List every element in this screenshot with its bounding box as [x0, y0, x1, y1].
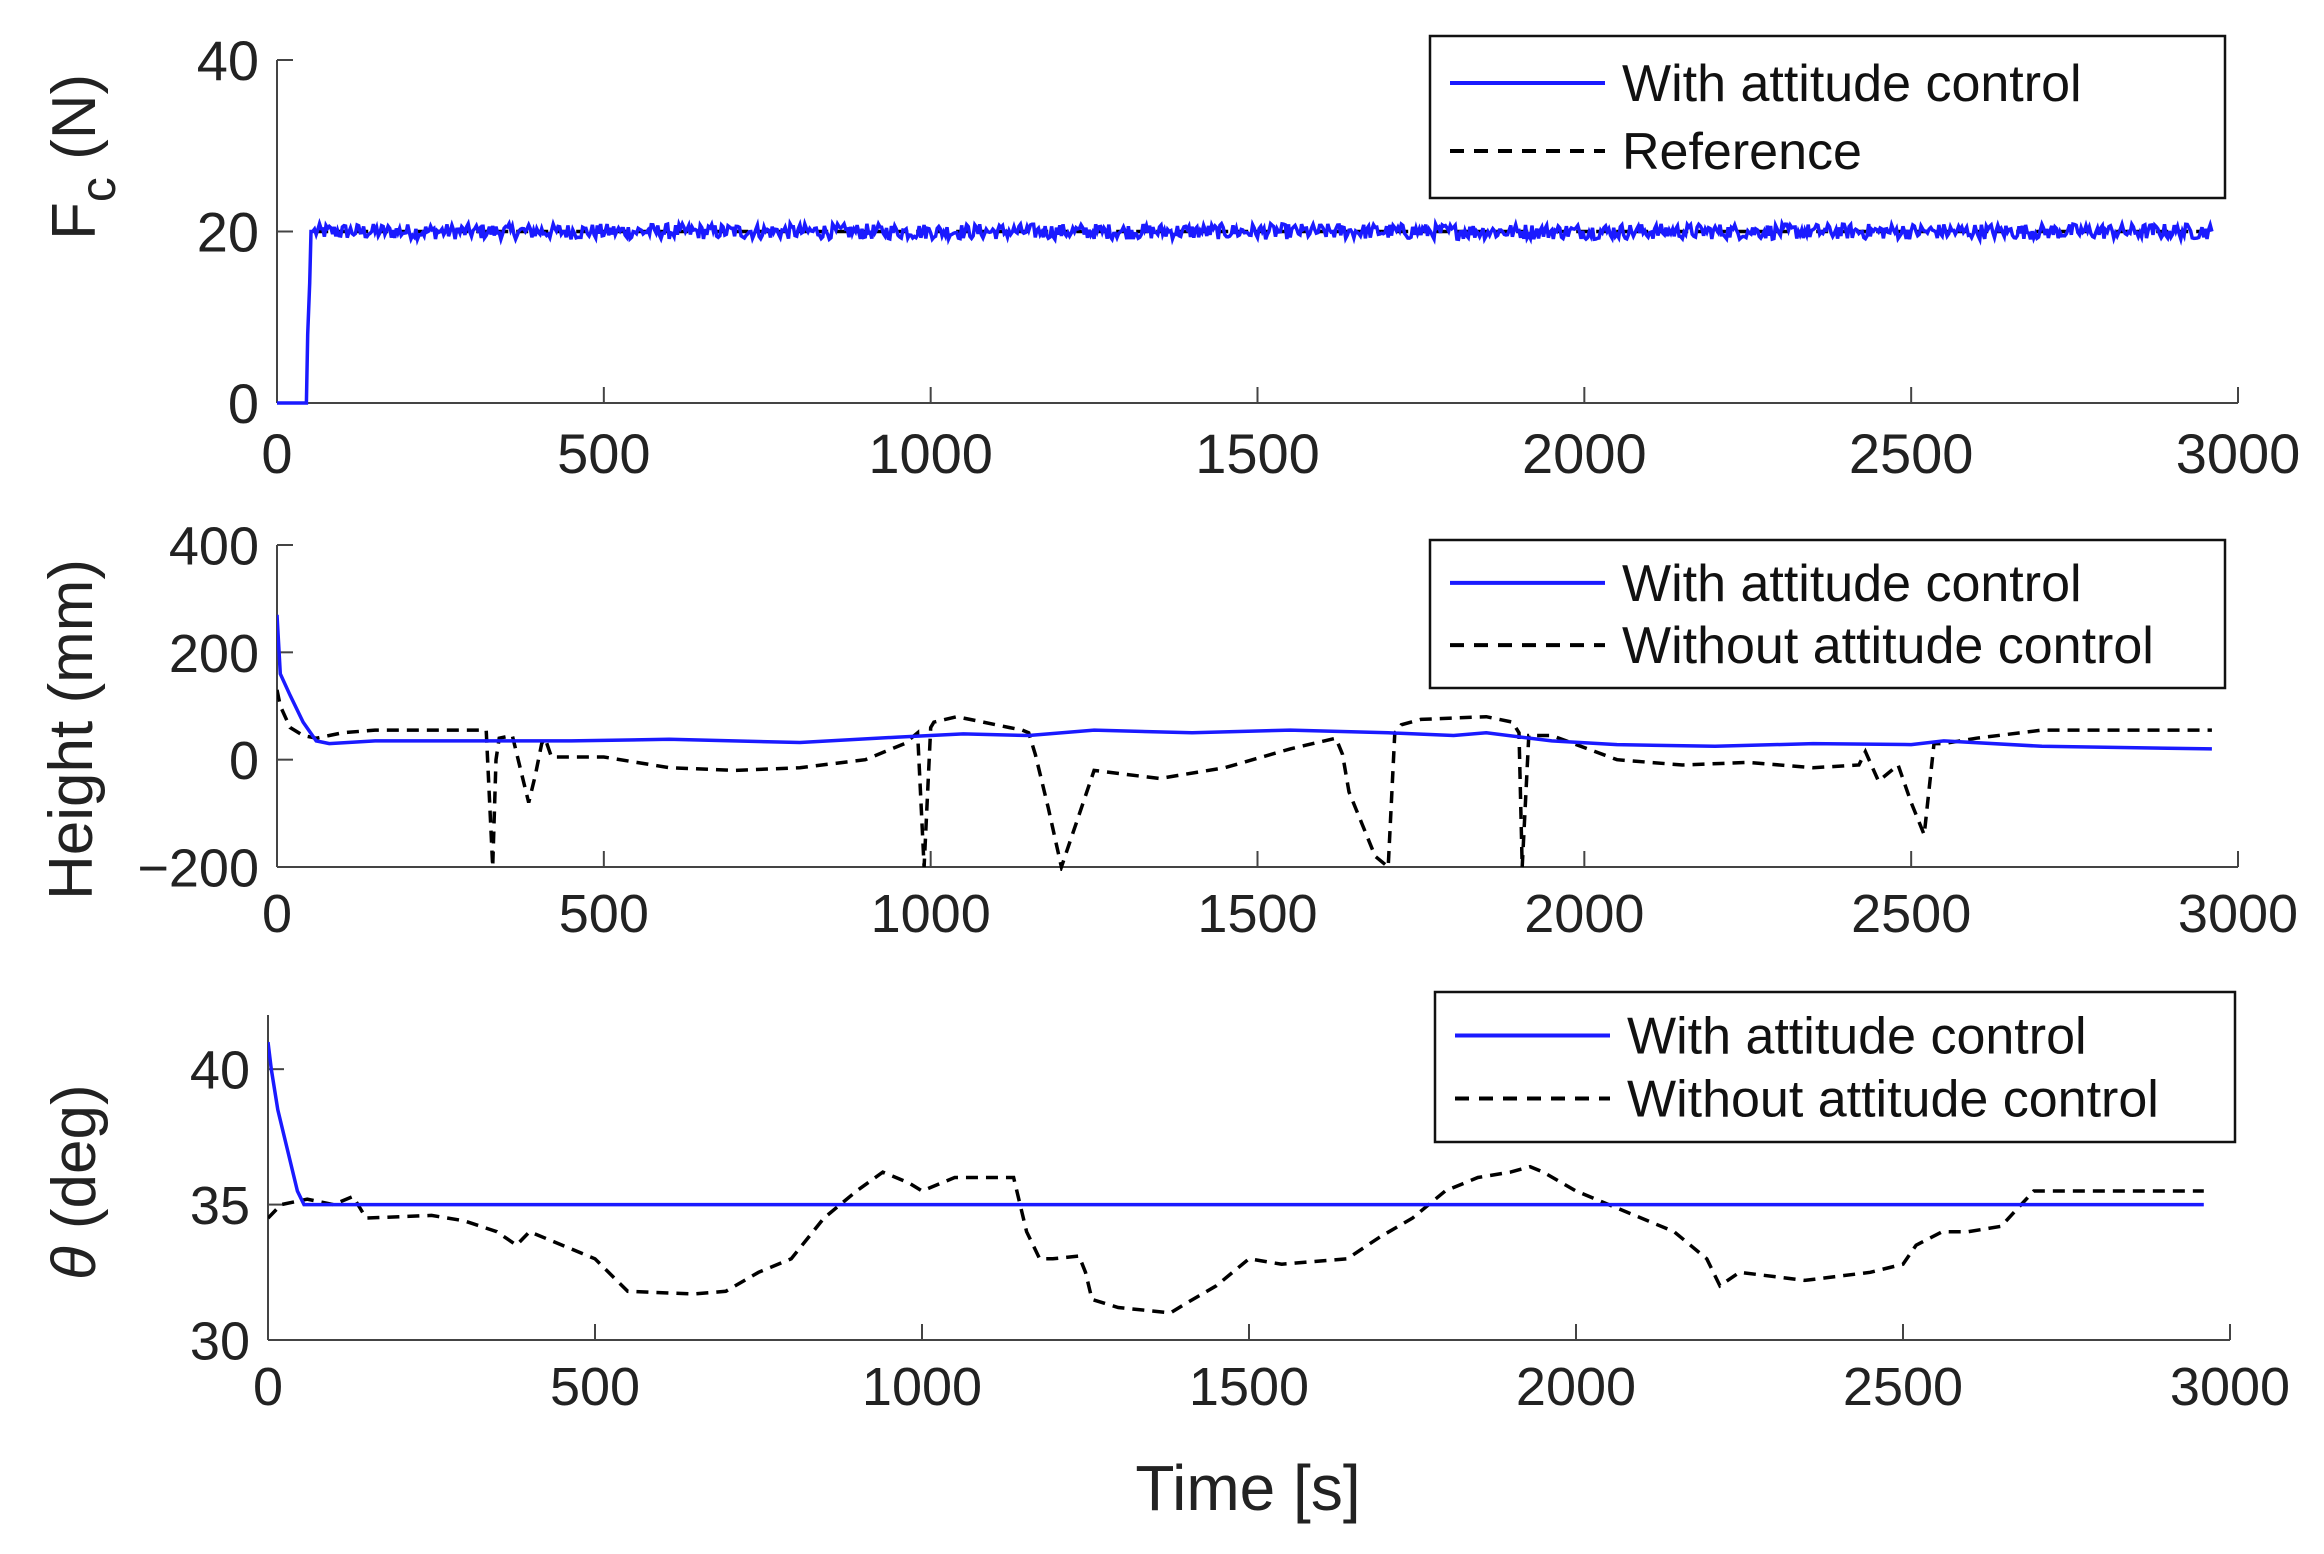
theta-panel: 0 500 1000 1500 2000 2500 3000 30 35 40 With attit… [190, 990, 2290, 1417]
height-ytick-label: 200 [169, 624, 259, 684]
height-xtick-label: 500 [559, 884, 649, 944]
force-series-with-attitude-control-line [277, 217, 2214, 405]
theta-ytick-label: 40 [190, 1041, 250, 1101]
theta-ytick-label: 30 [190, 1311, 250, 1371]
time-xlabel: Time [s] [1135, 1452, 1360, 1524]
force-ytick-label: 40 [197, 29, 259, 92]
height-ylabel: Height (mm) [37, 559, 106, 900]
force-legend-box [1428, 34, 2227, 200]
height-xtick-label: 0 [262, 884, 292, 944]
theta-xtick-label: 2000 [1516, 1357, 1636, 1417]
theta-xtick-label: 500 [550, 1357, 640, 1417]
theta-xtick-label: 1000 [862, 1357, 982, 1417]
theta-legend-label: Without attitude control [1627, 1071, 2159, 1129]
force-xtick-label: 1500 [1195, 422, 1320, 485]
theta-series-with-attitude-control-line [268, 1041, 2204, 1207]
height-legend-box [1428, 538, 2227, 690]
height-ytick-label: −200 [137, 838, 259, 898]
force-ytick-label: 20 [197, 201, 259, 264]
theta-xtick-label: 2500 [1843, 1357, 1963, 1417]
theta-legend-box [1433, 990, 2237, 1144]
height-legend-label: With attitude control [1622, 555, 2082, 613]
theta-legend-label: With attitude control [1627, 1008, 2087, 1066]
height-xtick-label: 2500 [1851, 884, 1971, 944]
height-xtick-label: 3000 [2178, 884, 2298, 944]
height-series-with-attitude-control-line [277, 614, 2212, 751]
force-xtick-label: 2500 [1849, 422, 1974, 485]
theta-xtick-label: 0 [253, 1357, 283, 1417]
height-xtick-label: 1000 [871, 884, 991, 944]
force-xtick-label: 2000 [1522, 422, 1647, 485]
theta-series-without-attitude-control-line [268, 1164, 2204, 1315]
force-panel: 0 500 1000 1500 2000 2500 3000 0 20 40 With attitu… [197, 29, 2301, 485]
theta-xtick-label: 1500 [1189, 1357, 1309, 1417]
height-panel: 0 500 1000 1500 2000 2500 3000−2000200400With … [137, 516, 2298, 944]
height-xtick-label: 1500 [1197, 884, 1317, 944]
height-ytick-label: 0 [229, 731, 259, 791]
force-xtick-label: 1000 [868, 422, 993, 485]
force-xtick-label: 3000 [2176, 422, 2301, 485]
force-legend-label: With attitude control [1622, 55, 2082, 113]
theta-xtick-label: 3000 [2170, 1357, 2290, 1417]
height-xtick-label: 2000 [1524, 884, 1644, 944]
height-legend-label: Without attitude control [1622, 617, 2154, 675]
force-ylabel: Fc (N) [40, 74, 126, 240]
force-legend-label: Reference [1622, 123, 1862, 181]
height-series-without-attitude-control-line [277, 689, 2212, 871]
force-xtick-label: 0 [261, 422, 292, 485]
height-ytick-label: 400 [169, 516, 259, 576]
theta-ylabel: θ (deg) [40, 1084, 109, 1280]
force-ytick-label: 0 [228, 372, 259, 435]
theta-ytick-label: 35 [190, 1176, 250, 1236]
force-xtick-label: 500 [557, 422, 650, 485]
